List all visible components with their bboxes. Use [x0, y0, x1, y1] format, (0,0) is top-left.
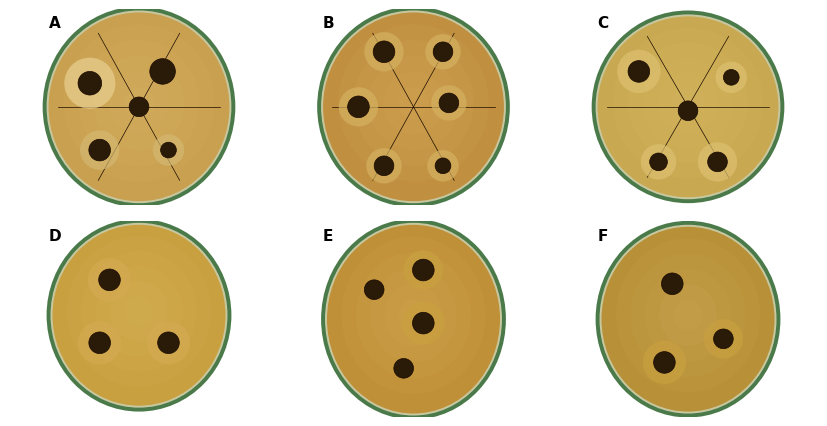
Ellipse shape: [650, 153, 667, 171]
Text: E: E: [323, 229, 333, 244]
Ellipse shape: [714, 329, 734, 348]
Ellipse shape: [595, 221, 781, 417]
Ellipse shape: [321, 219, 506, 420]
Ellipse shape: [402, 302, 445, 345]
Ellipse shape: [435, 158, 451, 174]
Text: A: A: [49, 16, 60, 32]
Ellipse shape: [78, 321, 122, 364]
Ellipse shape: [321, 11, 506, 203]
Ellipse shape: [643, 341, 686, 384]
Ellipse shape: [153, 134, 184, 166]
Ellipse shape: [374, 156, 394, 176]
Ellipse shape: [428, 150, 459, 181]
Ellipse shape: [595, 14, 781, 199]
Ellipse shape: [365, 32, 404, 72]
Ellipse shape: [160, 142, 176, 158]
Ellipse shape: [150, 59, 175, 84]
Ellipse shape: [46, 11, 232, 203]
Ellipse shape: [52, 225, 226, 406]
Ellipse shape: [715, 62, 747, 93]
Ellipse shape: [591, 11, 784, 203]
Ellipse shape: [394, 359, 414, 378]
Ellipse shape: [147, 321, 190, 364]
Ellipse shape: [80, 130, 119, 170]
Text: F: F: [598, 229, 608, 244]
Ellipse shape: [413, 259, 434, 281]
Ellipse shape: [678, 101, 698, 121]
Text: D: D: [49, 229, 61, 244]
Ellipse shape: [413, 312, 434, 334]
Ellipse shape: [641, 144, 676, 180]
Ellipse shape: [49, 12, 229, 201]
Ellipse shape: [98, 269, 120, 291]
Ellipse shape: [598, 16, 778, 197]
Ellipse shape: [708, 152, 727, 172]
Ellipse shape: [601, 227, 775, 412]
Ellipse shape: [318, 6, 509, 207]
Ellipse shape: [433, 42, 453, 62]
Ellipse shape: [78, 72, 102, 95]
Ellipse shape: [628, 60, 650, 82]
Ellipse shape: [404, 250, 443, 290]
Ellipse shape: [129, 97, 149, 117]
Ellipse shape: [65, 58, 116, 109]
Ellipse shape: [323, 12, 504, 201]
Ellipse shape: [617, 50, 661, 93]
Ellipse shape: [50, 223, 227, 408]
Ellipse shape: [46, 219, 232, 412]
Ellipse shape: [158, 332, 179, 354]
Ellipse shape: [662, 273, 683, 295]
Ellipse shape: [724, 69, 739, 85]
Ellipse shape: [704, 319, 743, 359]
Ellipse shape: [431, 85, 466, 121]
Ellipse shape: [365, 280, 384, 299]
Ellipse shape: [600, 225, 777, 414]
Ellipse shape: [88, 139, 111, 161]
Ellipse shape: [325, 223, 502, 415]
Ellipse shape: [339, 87, 378, 127]
Text: B: B: [323, 16, 335, 32]
Ellipse shape: [425, 34, 461, 69]
Ellipse shape: [373, 41, 394, 63]
Text: C: C: [598, 16, 609, 32]
Ellipse shape: [43, 6, 236, 207]
Ellipse shape: [366, 148, 402, 184]
Ellipse shape: [439, 93, 459, 113]
Ellipse shape: [327, 225, 500, 414]
Ellipse shape: [698, 142, 737, 181]
Ellipse shape: [88, 258, 131, 302]
Ellipse shape: [347, 96, 370, 118]
Ellipse shape: [653, 351, 675, 373]
Ellipse shape: [88, 332, 111, 354]
